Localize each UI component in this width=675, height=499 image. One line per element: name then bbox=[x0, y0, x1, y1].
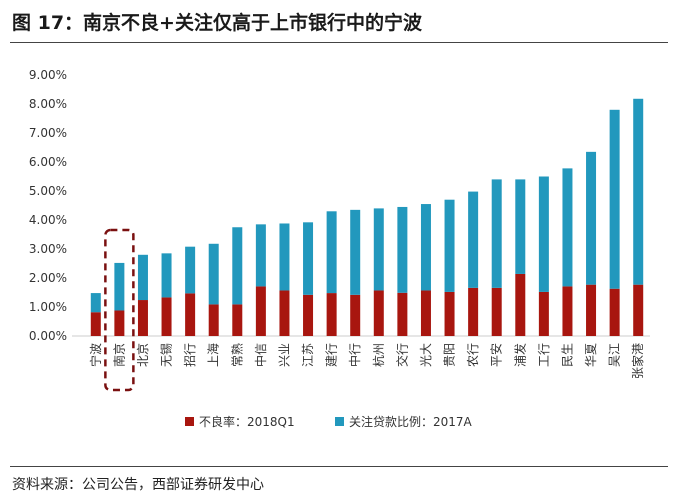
bar-segment-npl bbox=[185, 293, 196, 336]
bar-segment-attention bbox=[114, 262, 125, 311]
bar-segment-attention bbox=[161, 253, 172, 298]
legend-swatch bbox=[335, 417, 344, 426]
x-tick-label: 吴江 bbox=[608, 343, 622, 367]
x-tick-label: 工行 bbox=[537, 343, 551, 367]
bar-segment-npl bbox=[444, 291, 455, 336]
bar-segment-attention bbox=[538, 176, 549, 292]
bar-segment-attention bbox=[468, 191, 479, 288]
y-tick-label: 5.00% bbox=[29, 184, 67, 198]
x-tick-label: 中行 bbox=[347, 343, 362, 367]
bar-segment-attention bbox=[90, 293, 101, 313]
bar-segment-npl bbox=[538, 291, 549, 336]
x-tick-label: 张家港 bbox=[630, 343, 645, 379]
bar-segment-attention bbox=[326, 211, 337, 294]
bar-segment-attention bbox=[515, 179, 526, 274]
bar-segment-attention bbox=[255, 224, 266, 287]
x-tick-label: 建行 bbox=[325, 343, 339, 367]
x-tick-label: 浦发 bbox=[512, 343, 527, 367]
bar-segment-npl bbox=[373, 290, 384, 336]
bar-segment-attention bbox=[208, 243, 219, 305]
bar-segment-npl bbox=[303, 294, 314, 336]
x-tick-label: 江苏 bbox=[301, 343, 315, 367]
bar-segment-attention bbox=[586, 151, 597, 285]
x-tick-label: 南京 bbox=[111, 343, 126, 367]
bar-segment-npl bbox=[208, 304, 219, 336]
bar-segment-npl bbox=[161, 297, 172, 336]
bar-segment-attention bbox=[185, 246, 196, 294]
x-tick-label: 平安 bbox=[489, 343, 504, 367]
bar-segment-npl bbox=[562, 286, 573, 336]
y-tick-label: 2.00% bbox=[29, 271, 67, 285]
x-tick-label: 北京 bbox=[136, 343, 150, 367]
x-tick-label: 光大 bbox=[419, 343, 433, 367]
bar-segment-attention bbox=[444, 199, 455, 292]
title-divider bbox=[10, 42, 668, 43]
x-tick-label: 兴业 bbox=[277, 343, 291, 367]
legend-label: 不良率：2018Q1 bbox=[199, 414, 295, 429]
bar-segment-attention bbox=[562, 168, 573, 287]
bar-segment-attention bbox=[373, 208, 384, 291]
x-tick-label: 贵阳 bbox=[443, 343, 457, 367]
bar-segment-attention bbox=[350, 209, 361, 295]
source-divider bbox=[10, 466, 668, 467]
bar-segment-attention bbox=[491, 179, 502, 288]
bar-segment-npl bbox=[515, 273, 526, 336]
y-tick-label: 7.00% bbox=[29, 126, 67, 140]
bar-segment-npl bbox=[137, 300, 148, 336]
bar-segment-npl bbox=[255, 286, 266, 336]
y-tick-label: 9.00% bbox=[29, 68, 67, 82]
legend-swatch bbox=[185, 417, 194, 426]
bar-segment-npl bbox=[468, 287, 479, 336]
bar-segment-attention bbox=[633, 98, 644, 285]
bar-segment-npl bbox=[232, 304, 243, 336]
bar-segment-npl bbox=[114, 310, 125, 336]
bar-segment-npl bbox=[326, 293, 337, 336]
highlight-box bbox=[104, 228, 135, 392]
bar-segment-npl bbox=[586, 284, 597, 336]
bar-segment-attention bbox=[279, 223, 290, 291]
bar-segment-attention bbox=[303, 222, 314, 295]
x-tick-label: 中信 bbox=[253, 343, 268, 367]
y-tick-label: 0.00% bbox=[29, 329, 67, 343]
source-note: 资料来源：公司公告，西部证券研发中心 bbox=[12, 477, 264, 493]
x-tick-label: 常熟 bbox=[229, 343, 244, 367]
page-title: 图 17：南京不良+关注仅高于上市银行中的宁波 bbox=[12, 12, 422, 34]
stacked-bar-chart: 0.00% 1.00% 2.00% 3.00% 4.00% 5.00% 6.00% 7.00%… bbox=[29, 68, 650, 429]
bar-segment-attention bbox=[397, 206, 408, 293]
x-tick-label: 招行 bbox=[183, 343, 197, 367]
y-tick-label: 1.00% bbox=[29, 300, 67, 314]
bar-segment-npl bbox=[633, 284, 644, 336]
y-tick-label: 3.00% bbox=[29, 242, 67, 256]
legend-label: 关注贷款比例：2017A bbox=[349, 414, 473, 429]
bar-segment-npl bbox=[491, 287, 502, 336]
x-tick-label: 杭州 bbox=[371, 343, 386, 367]
bar-segment-npl bbox=[420, 290, 431, 336]
y-tick-label: 8.00% bbox=[29, 97, 67, 111]
y-tick-label: 4.00% bbox=[29, 213, 67, 227]
x-tick-label: 无锡 bbox=[159, 343, 174, 367]
x-tick-label: 农行 bbox=[466, 343, 480, 367]
x-tick-label: 华夏 bbox=[584, 343, 598, 367]
x-tick-label: 交行 bbox=[394, 343, 409, 367]
bar-segment-npl bbox=[609, 288, 620, 336]
y-tick-label: 6.00% bbox=[29, 155, 67, 169]
bar-segment-npl bbox=[397, 292, 408, 336]
bar-segment-attention bbox=[137, 254, 148, 301]
bar-segment-attention bbox=[420, 204, 431, 291]
bar-segment-npl bbox=[90, 312, 101, 336]
x-tick-label: 民生 bbox=[560, 343, 574, 367]
x-tick-label: 上海 bbox=[206, 343, 221, 367]
bar-segment-npl bbox=[279, 290, 290, 336]
x-tick-label: 宁波 bbox=[88, 343, 103, 367]
bar-segment-attention bbox=[609, 109, 620, 289]
bar-segment-attention bbox=[232, 227, 243, 305]
bar-segment-npl bbox=[350, 294, 361, 336]
